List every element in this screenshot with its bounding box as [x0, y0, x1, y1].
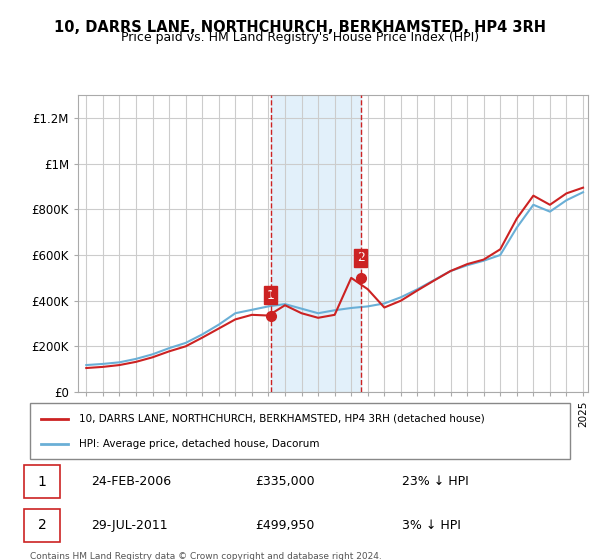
Text: 23% ↓ HPI: 23% ↓ HPI — [401, 475, 468, 488]
Text: Price paid vs. HM Land Registry's House Price Index (HPI): Price paid vs. HM Land Registry's House … — [121, 31, 479, 44]
Text: Contains HM Land Registry data © Crown copyright and database right 2024.
This d: Contains HM Land Registry data © Crown c… — [30, 552, 382, 560]
Text: £335,000: £335,000 — [255, 475, 314, 488]
Text: £499,950: £499,950 — [255, 519, 314, 532]
Text: 29-JUL-2011: 29-JUL-2011 — [91, 519, 168, 532]
FancyBboxPatch shape — [30, 403, 570, 459]
Text: 24-FEB-2006: 24-FEB-2006 — [91, 475, 172, 488]
Text: 1: 1 — [38, 475, 47, 489]
Text: 1: 1 — [267, 289, 275, 302]
Bar — [271, 95, 361, 392]
Text: 3% ↓ HPI: 3% ↓ HPI — [401, 519, 460, 532]
Text: 2: 2 — [38, 519, 47, 533]
Text: 10, DARRS LANE, NORTHCHURCH, BERKHAMSTED, HP4 3RH (detached house): 10, DARRS LANE, NORTHCHURCH, BERKHAMSTED… — [79, 414, 484, 424]
Text: 10, DARRS LANE, NORTHCHURCH, BERKHAMSTED, HP4 3RH: 10, DARRS LANE, NORTHCHURCH, BERKHAMSTED… — [54, 20, 546, 35]
FancyBboxPatch shape — [23, 509, 60, 542]
FancyBboxPatch shape — [23, 465, 60, 498]
Text: 2: 2 — [357, 251, 365, 264]
Text: HPI: Average price, detached house, Dacorum: HPI: Average price, detached house, Daco… — [79, 438, 319, 449]
